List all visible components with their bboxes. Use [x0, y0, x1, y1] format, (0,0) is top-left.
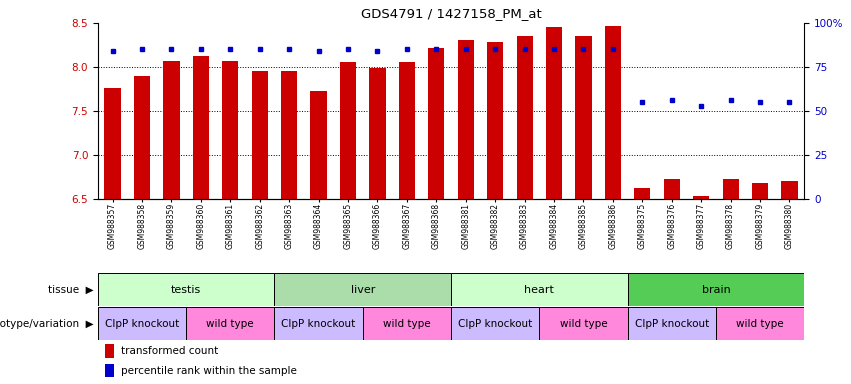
Bar [186, 307, 274, 340]
Title: GDS4791 / 1427158_PM_at: GDS4791 / 1427158_PM_at [361, 7, 541, 20]
Bar [163, 61, 180, 199]
Text: percentile rank within the sample: percentile rank within the sample [121, 366, 297, 376]
Bar [340, 62, 356, 199]
Bar [722, 179, 739, 199]
Text: tissue  ▶: tissue ▶ [48, 285, 94, 295]
Bar [281, 71, 297, 199]
Bar [105, 364, 114, 377]
Text: wild type: wild type [736, 318, 784, 329]
Bar [428, 48, 444, 199]
Bar [664, 179, 680, 199]
Bar [311, 91, 327, 199]
Bar [575, 36, 591, 199]
Bar [193, 56, 209, 199]
Bar [222, 61, 238, 199]
Bar [363, 307, 451, 340]
Text: ClpP knockout: ClpP knockout [635, 318, 709, 329]
Text: ClpP knockout: ClpP knockout [282, 318, 356, 329]
Text: genotype/variation  ▶: genotype/variation ▶ [0, 318, 94, 329]
Bar [274, 307, 363, 340]
Bar [399, 62, 415, 199]
Bar [605, 26, 621, 199]
Text: brain: brain [701, 285, 730, 295]
Bar [134, 76, 150, 199]
Text: liver: liver [351, 285, 375, 295]
Text: testis: testis [171, 285, 202, 295]
Bar [98, 273, 274, 306]
Bar [546, 26, 563, 199]
Text: wild type: wild type [560, 318, 608, 329]
Bar [274, 273, 451, 306]
Bar [627, 273, 804, 306]
Bar [781, 181, 797, 199]
Bar [98, 307, 186, 340]
Bar [716, 307, 804, 340]
Bar [451, 273, 627, 306]
Text: heart: heart [524, 285, 554, 295]
Bar [517, 36, 533, 199]
Bar [252, 71, 268, 199]
Bar [105, 344, 114, 358]
Bar [451, 307, 540, 340]
Bar [369, 68, 386, 199]
Bar [627, 307, 716, 340]
Bar [752, 183, 768, 199]
Text: ClpP knockout: ClpP knockout [458, 318, 533, 329]
Text: wild type: wild type [207, 318, 254, 329]
Text: transformed count: transformed count [121, 346, 219, 356]
Bar [105, 88, 121, 199]
Text: ClpP knockout: ClpP knockout [105, 318, 180, 329]
Bar [693, 196, 709, 199]
Bar [540, 307, 627, 340]
Bar [634, 188, 650, 199]
Bar [458, 40, 474, 199]
Bar [487, 42, 503, 199]
Text: wild type: wild type [383, 318, 431, 329]
